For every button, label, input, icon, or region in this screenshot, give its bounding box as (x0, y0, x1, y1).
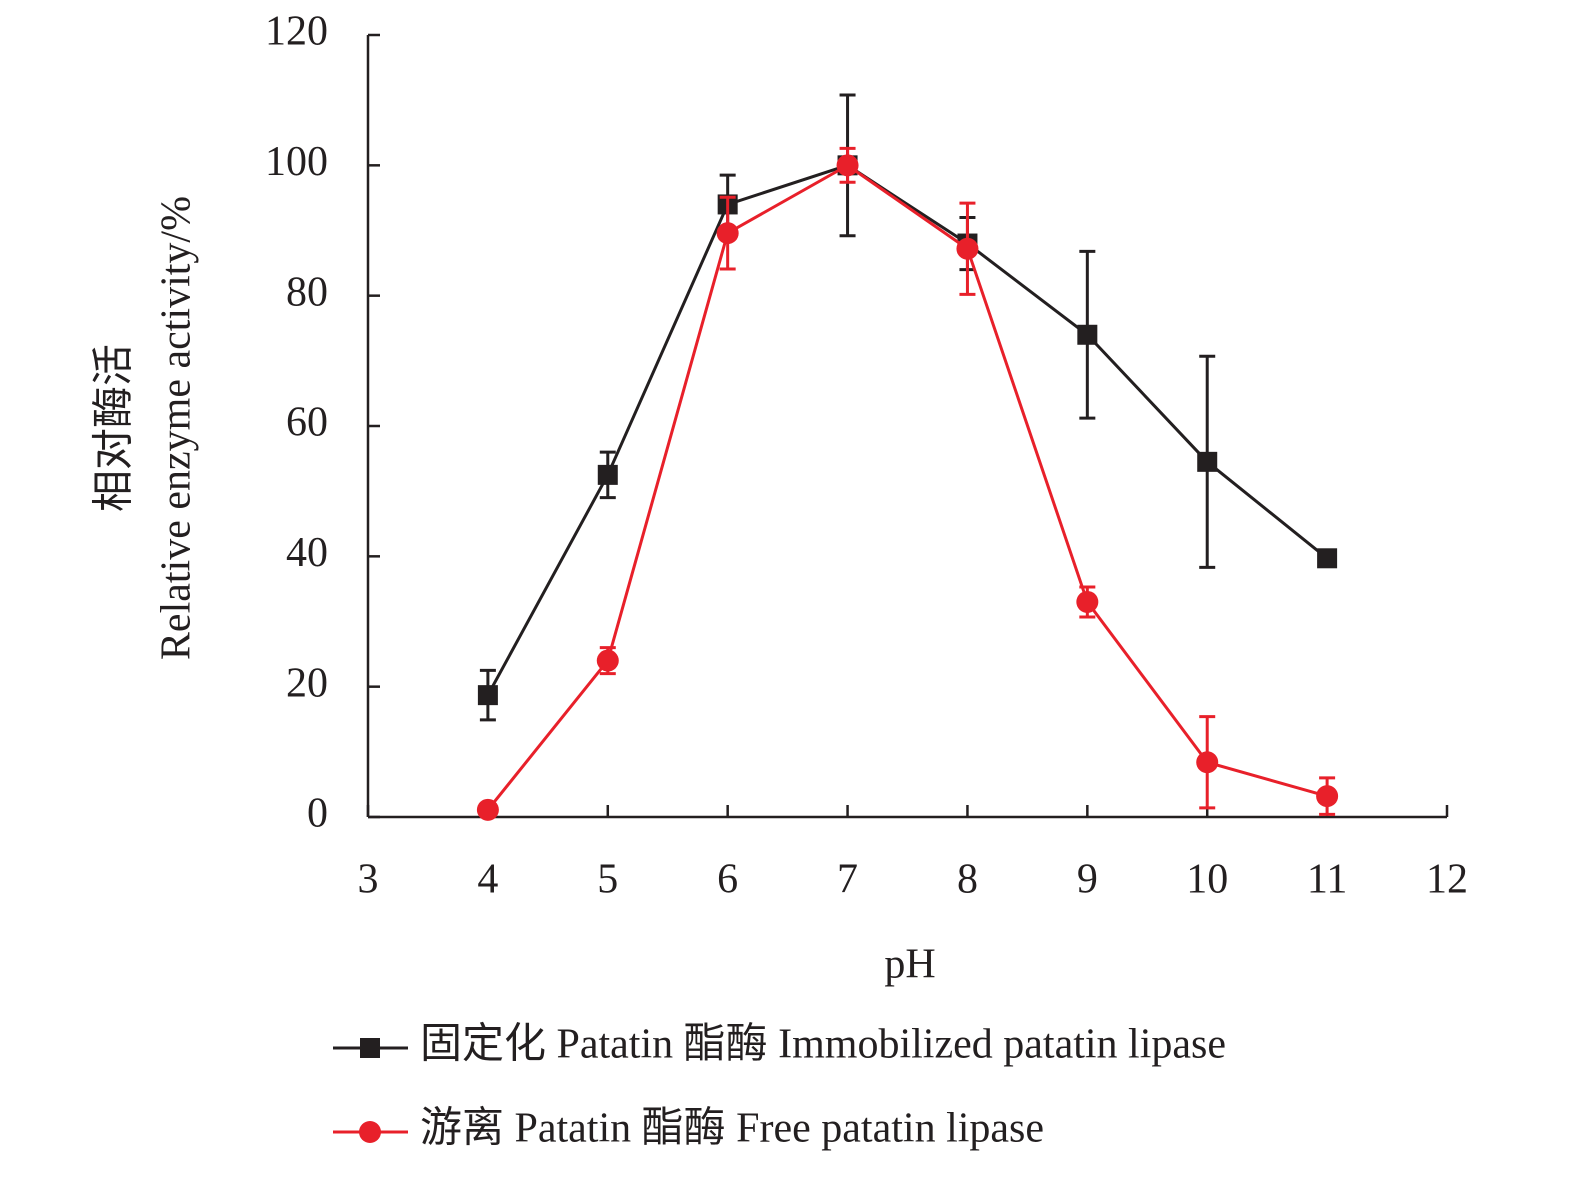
y-tick-label: 40 (286, 530, 328, 576)
y-tick-label: 20 (286, 660, 328, 706)
x-tick-label: 9 (1077, 857, 1098, 903)
series-line (486, 163, 1329, 696)
marker (836, 154, 859, 177)
legend-label: 游离 Patatin 酯酶 Free patatin lipase (420, 1105, 1044, 1152)
marker (1316, 785, 1339, 808)
legend-label: 固定化 Patatin 酯酶 Immobilized patatin lipas… (420, 1021, 1226, 1068)
y-tick-label: 120 (265, 9, 328, 55)
marker (1077, 324, 1098, 345)
x-tick-label: 8 (957, 857, 978, 903)
x-axis-label: pH (884, 942, 935, 988)
marker (476, 798, 499, 821)
y-tick-label: 100 (265, 139, 328, 185)
marker (1317, 548, 1338, 569)
marker (597, 464, 618, 485)
y-axis-label: 相对酶活 Relative enzyme activity/% (92, 196, 200, 660)
marker (477, 685, 498, 706)
marker (956, 237, 979, 260)
x-tick-label: 11 (1307, 857, 1347, 903)
x-tick-label: 7 (837, 857, 858, 903)
marker (1076, 590, 1099, 613)
x-tick-label: 4 (477, 857, 498, 903)
marker (596, 649, 619, 672)
y-tick-label: 60 (286, 400, 328, 446)
marker (360, 1038, 380, 1058)
x-tick-label: 5 (597, 857, 618, 903)
x-tick-label: 12 (1426, 857, 1468, 903)
y-axis-label-line: Relative enzyme activity/% (154, 196, 200, 660)
marker (1196, 751, 1219, 774)
marker (359, 1121, 381, 1143)
y-axis-label-line: 相对酶活 (92, 344, 138, 512)
marker (716, 222, 739, 245)
y-tick-label: 0 (307, 791, 328, 837)
marker (1197, 451, 1218, 472)
series-line (486, 163, 1328, 811)
x-tick-label: 10 (1186, 857, 1228, 903)
y-tick-label: 80 (286, 269, 328, 315)
x-tick-label: 3 (358, 857, 379, 903)
x-tick-label: 6 (717, 857, 738, 903)
